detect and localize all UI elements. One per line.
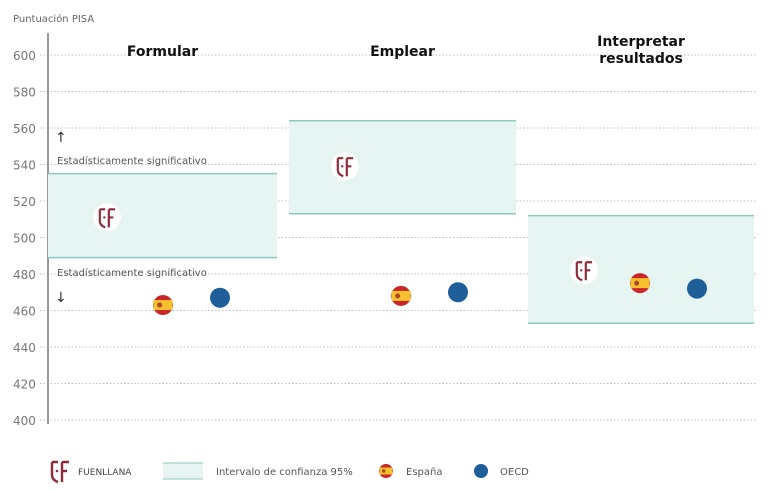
legend-oecd-icon [474,464,488,478]
ci-band [48,173,277,258]
flag-emblem [634,280,640,286]
oecd-marker [687,278,707,299]
y-tick-label: 440 [13,341,36,355]
flag-stripe [153,300,173,311]
legend-fuenllana-label: FUENLLANA [78,468,132,478]
significance-above-label: Estadísticamente significativo [57,155,207,167]
panel-title: Emplear [370,44,435,60]
panel-title: resultados [599,51,683,67]
legend-fuenllana-logo [50,460,69,484]
arrow-down-icon: ↓ [55,290,67,306]
y-tick-label: 400 [13,414,36,428]
flag-emblem [157,302,163,308]
y-tick-label: 540 [13,159,36,173]
fuenllana-marker-bg [331,152,359,181]
fuenllana-marker [98,208,116,229]
flag-stripe [630,278,650,289]
ci-band [289,120,516,214]
flag-stripe [379,467,393,475]
fuenllana-marker [575,261,593,282]
y-tick-label: 600 [13,49,36,63]
panel-title: Formular [127,44,198,60]
ci-band [528,215,754,324]
y-tick-label: 500 [13,232,36,246]
fuenllana-marker-bg [570,256,598,285]
flag-stripe [391,290,411,301]
panel-title: Interpretar [597,34,685,50]
y-tick-label: 480 [13,268,36,282]
flag-emblem [381,469,386,473]
legend-espana-label: España [406,467,442,478]
y-tick-label: 520 [13,195,36,209]
significance-below-label: Estadísticamente significativo [57,267,207,279]
fuenllana-marker-bg [93,203,121,232]
y-tick-label: 560 [13,122,36,136]
y-tick-label: 580 [13,86,36,100]
oecd-marker [448,282,468,303]
legend-ci-label: Intervalo de confianza 95% [216,467,353,478]
arrow-up-icon: ↑ [55,130,67,146]
oecd-marker [210,287,230,308]
flag-emblem [395,293,401,299]
legend-ci-swatch [163,463,203,479]
legend-oecd-label: OECD [500,467,529,478]
y-tick-label: 460 [13,305,36,319]
y-axis-label: Puntuación PISA [13,13,94,25]
fuenllana-marker [336,157,354,178]
y-tick-label: 420 [13,378,36,392]
